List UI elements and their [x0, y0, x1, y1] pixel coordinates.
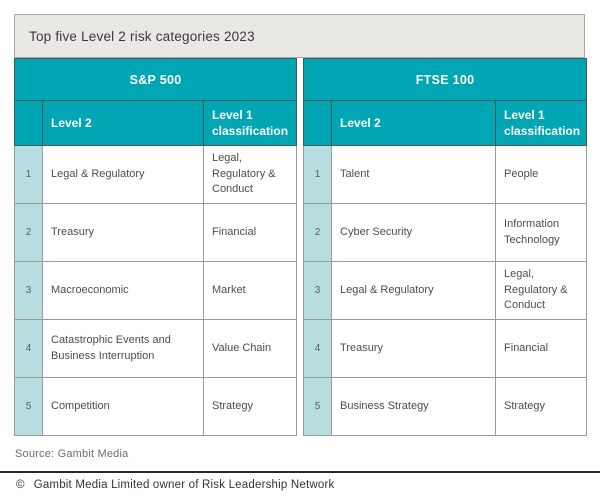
table-row: 5 Business Strategy Strategy — [303, 377, 588, 436]
level2-cell: Legal & Regulatory — [42, 145, 204, 204]
level1-cell: Financial — [495, 319, 588, 378]
section-title-sp500: S&P 500 — [13, 58, 298, 101]
rank-cell: 1 — [14, 145, 43, 204]
band-row: FTSE 100 — [303, 58, 588, 101]
rank-cell: 4 — [14, 319, 43, 378]
rank-cell: 3 — [303, 261, 333, 320]
level2-cell: Treasury — [331, 319, 497, 378]
level1-cell: Strategy — [202, 377, 298, 436]
level1-cell: Market — [202, 261, 298, 320]
table-row: 5 Competition Strategy — [14, 377, 298, 436]
section-ftse100: FTSE 100 Level 2 Level 1 classification … — [303, 58, 588, 436]
table-row: 3 Macroeconomic Market — [14, 261, 298, 320]
table-title: Top five Level 2 risk categories 2023 — [29, 28, 255, 44]
rank-cell: 1 — [303, 145, 333, 204]
level2-cell: Macroeconomic — [42, 261, 204, 320]
level2-cell: Business Strategy — [331, 377, 497, 436]
risk-table-figure: Top five Level 2 risk categories 2023 S&… — [13, 14, 588, 436]
footer-divider — [0, 471, 600, 473]
level2-cell: Treasury — [42, 203, 204, 262]
rank-cell: 5 — [303, 377, 333, 436]
band-row: S&P 500 — [13, 58, 298, 101]
level1-cell: Legal, Regulatory & Conduct — [202, 145, 298, 204]
level2-cell: Legal & Regulatory — [331, 261, 497, 320]
copyright-note: © Gambit Media Limited owner of Risk Lead… — [16, 479, 334, 491]
rank-cell: 3 — [14, 261, 43, 320]
table-row: 2 Cyber Security Information Technology — [303, 203, 588, 262]
copyright-icon: © — [16, 479, 25, 491]
level2-cell: Catastrophic Events and Business Interru… — [42, 319, 204, 378]
level1-column-header: Level 1 classification — [202, 100, 298, 146]
table-row: 2 Treasury Financial — [14, 203, 298, 262]
section-title-ftse100: FTSE 100 — [303, 58, 588, 101]
section-sp500: S&P 500 Level 2 Level 1 classification 1… — [13, 58, 298, 436]
level2-cell: Talent — [331, 145, 497, 204]
level2-cell: Competition — [42, 377, 204, 436]
level1-cell: Legal, Regulatory & Conduct — [495, 261, 588, 320]
table-title-bar: Top five Level 2 risk categories 2023 — [14, 14, 585, 58]
rank-cell: 2 — [14, 203, 43, 262]
rank-cell: 2 — [303, 203, 333, 262]
column-header-row: Level 2 Level 1 classification — [14, 100, 298, 146]
column-header-row: Level 2 Level 1 classification — [303, 100, 588, 146]
level1-cell: Strategy — [495, 377, 588, 436]
level1-cell: Value Chain — [202, 319, 298, 378]
table-sections: S&P 500 Level 2 Level 1 classification 1… — [13, 58, 588, 436]
level2-column-header: Level 2 — [331, 100, 497, 146]
level1-cell: Financial — [202, 203, 298, 262]
level1-cell: People — [495, 145, 588, 204]
level2-column-header: Level 2 — [42, 100, 204, 146]
copyright-text: Gambit Media Limited owner of Risk Leade… — [33, 479, 335, 491]
table-row: 1 Talent People — [303, 145, 588, 204]
table-row: 1 Legal & Regulatory Legal, Regulatory &… — [14, 145, 298, 204]
level1-column-header: Level 1 classification — [495, 100, 588, 146]
rank-cell: 5 — [14, 377, 43, 436]
rank-cell: 4 — [303, 319, 333, 378]
table-row: 3 Legal & Regulatory Legal, Regulatory &… — [303, 261, 588, 320]
level1-cell: Information Technology — [495, 203, 588, 262]
level2-cell: Cyber Security — [331, 203, 497, 262]
table-row: 4 Catastrophic Events and Business Inter… — [14, 319, 298, 378]
rank-column-header — [14, 100, 43, 146]
rank-column-header — [303, 100, 333, 146]
source-note: Source: Gambit Media — [15, 448, 129, 460]
table-row: 4 Treasury Financial — [303, 319, 588, 378]
